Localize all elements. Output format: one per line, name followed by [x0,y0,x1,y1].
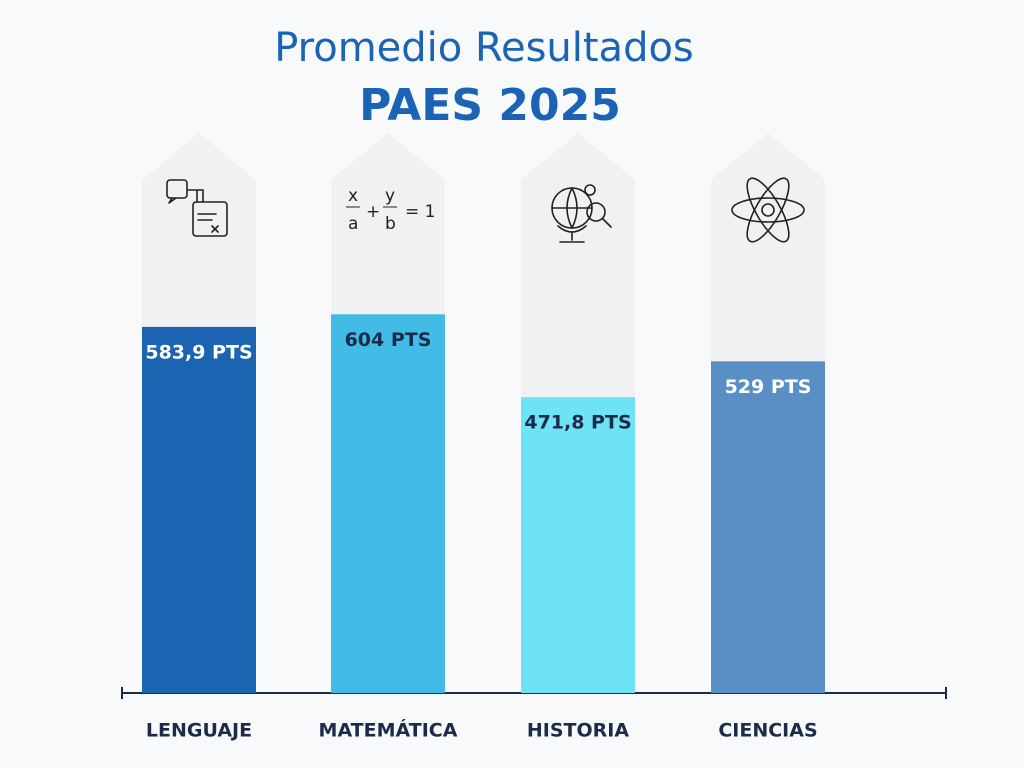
svg-text:x: x [348,186,358,206]
value-label: 471,8 PTS [524,412,631,434]
x-tick-label: CIENCIAS [718,720,817,742]
icons: xa + yb = 1 [166,177,805,243]
svg-text:+: + [366,202,380,222]
bar [711,361,825,693]
x-tick-label: HISTORIA [527,720,629,742]
svg-text:b: b [385,214,396,234]
svg-text:a: a [348,214,358,234]
x-tick-label: LENGUAJE [146,720,252,742]
chart-title: Promedio Resultados [274,25,694,71]
atom-icon [731,177,805,243]
svg-text:= 1: = 1 [405,202,435,222]
value-label: 604 PTS [345,329,432,351]
chart-subtitle: PAES 2025 [359,80,621,131]
math-icon: xa + yb = 1 [346,186,435,234]
value-label: 529 PTS [725,376,812,398]
x-tick-label: MATEMÁTICA [319,719,458,742]
bar [142,326,256,693]
svg-text:y: y [385,186,395,206]
language-icon [166,179,228,237]
value-label: 583,9 PTS [145,341,252,363]
globe-icon [551,184,612,243]
bar [331,314,445,693]
bar [521,397,635,693]
